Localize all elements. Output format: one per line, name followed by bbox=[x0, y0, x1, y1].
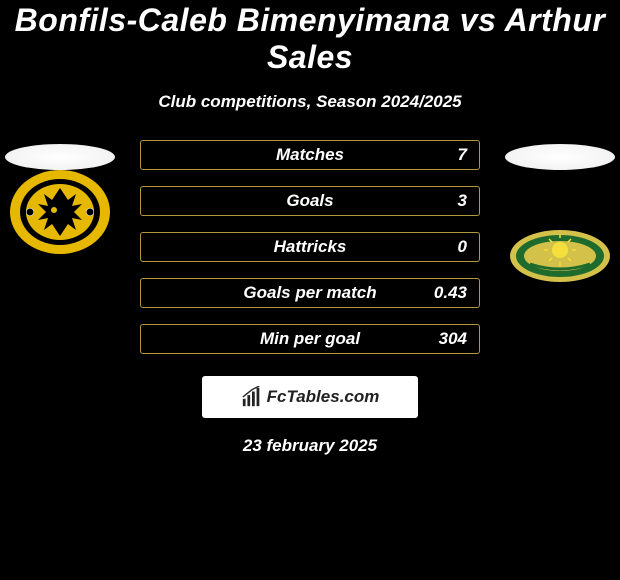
club-badge-right bbox=[510, 230, 610, 282]
stat-value-right: 0 bbox=[458, 237, 467, 257]
stat-label: Min per goal bbox=[260, 329, 360, 349]
stat-row-hattricks: Hattricks 0 bbox=[140, 232, 480, 262]
player-right-column bbox=[500, 140, 620, 282]
sundowns-icon bbox=[510, 230, 610, 282]
stat-row-matches: Matches 7 bbox=[140, 140, 480, 170]
stat-label: Goals per match bbox=[243, 283, 376, 303]
stat-row-min-per-goal: Min per goal 304 bbox=[140, 324, 480, 354]
kaizer-chiefs-icon bbox=[10, 170, 110, 254]
footer: FcTables.com 23 february 2025 bbox=[0, 376, 620, 456]
comparison-card: Bonfils-Caleb Bimenyimana vs Arthur Sale… bbox=[0, 0, 620, 456]
stats-column: Matches 7 Goals 3 Hattricks 0 Goals per … bbox=[138, 140, 482, 354]
stat-row-goals-per-match: Goals per match 0.43 bbox=[140, 278, 480, 308]
subtitle: Club competitions, Season 2024/2025 bbox=[0, 92, 620, 112]
chart-icon bbox=[241, 386, 263, 408]
stat-value-right: 304 bbox=[439, 329, 467, 349]
page-title: Bonfils-Caleb Bimenyimana vs Arthur Sale… bbox=[0, 2, 620, 76]
stat-label: Matches bbox=[276, 145, 344, 165]
site-logo-text: FcTables.com bbox=[267, 387, 380, 407]
stat-label: Hattricks bbox=[274, 237, 347, 257]
stat-value-right: 7 bbox=[458, 145, 467, 165]
main-content: Matches 7 Goals 3 Hattricks 0 Goals per … bbox=[0, 140, 620, 354]
date-text: 23 february 2025 bbox=[243, 436, 377, 456]
site-logo[interactable]: FcTables.com bbox=[202, 376, 418, 418]
player-right-placeholder bbox=[505, 144, 615, 170]
player-left-column bbox=[0, 140, 120, 254]
club-badge-left bbox=[10, 170, 110, 254]
stat-value-right: 3 bbox=[458, 191, 467, 211]
player-left-placeholder bbox=[5, 144, 115, 170]
stat-row-goals: Goals 3 bbox=[140, 186, 480, 216]
stat-label: Goals bbox=[286, 191, 333, 211]
stat-value-right: 0.43 bbox=[434, 283, 467, 303]
